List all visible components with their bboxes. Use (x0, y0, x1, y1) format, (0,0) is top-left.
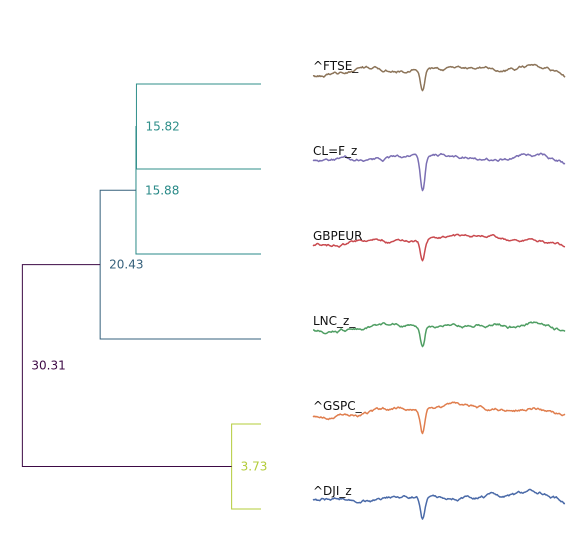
merge-height-label-m2: 15.88 (145, 183, 179, 197)
merge-height-label-m1: 15.82 (145, 120, 179, 134)
leaf-label-4: ^GSPC_ (313, 399, 363, 413)
leaf-series-group (313, 65, 565, 520)
leaf-labels-group: ^FTSE_ CL=F_z GBPEUR LNC_z_ ^GSPC_ ^DJI_z (313, 59, 363, 498)
leaf-label-2: GBPEUR (313, 229, 362, 243)
leaf-label-0: ^FTSE_ (313, 59, 359, 73)
leaf-label-1: CL=F_z (313, 144, 357, 158)
leaf-series-1 (313, 153, 565, 190)
merge-height-label-m3: 20.43 (109, 258, 143, 272)
merge-height-label-m4: 3.73 (241, 460, 268, 474)
leaf-label-5: ^DJI_z (313, 484, 352, 498)
dendrogram-tree: 15.82 15.88 20.43 3.73 30.31 (22, 84, 267, 509)
merge-height-label-m5: 30.31 (31, 359, 65, 373)
leaf-label-3: LNC_z_ (313, 314, 356, 328)
